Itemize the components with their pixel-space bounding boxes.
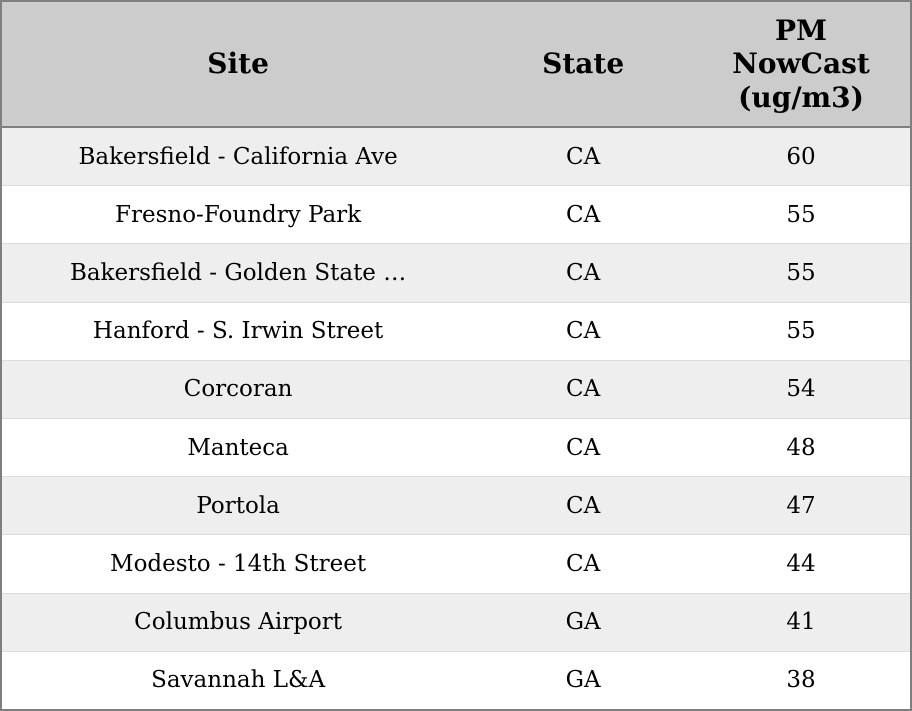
- value-cell: 47: [786, 492, 816, 519]
- value-cell: 38: [786, 667, 816, 694]
- state-cell: CA: [566, 143, 601, 170]
- state-cell: CA: [566, 201, 601, 228]
- site-cell: Bakersfield - California Ave: [78, 143, 398, 170]
- value-cell: 55: [786, 201, 816, 228]
- table-header: Site State PM NowCast (ug/m3): [2, 2, 910, 128]
- value-cell: 55: [786, 259, 816, 286]
- state-column-header: State: [474, 2, 693, 128]
- value-cell: 60: [786, 143, 816, 170]
- table-row: Columbus Airport GA 41: [2, 593, 910, 652]
- state-cell: CA: [566, 318, 601, 345]
- table-row: Fresno-Foundry Park CA 55: [2, 185, 910, 244]
- table-row: Manteca CA 48: [2, 418, 910, 477]
- value-cell: 44: [786, 550, 816, 577]
- table-row: Bakersfield - Golden State … CA 55: [2, 243, 910, 303]
- state-cell: GA: [565, 609, 601, 636]
- value-cell: 48: [786, 434, 816, 461]
- table-row: Bakersfield - California Ave CA 60: [2, 127, 910, 186]
- state-cell: GA: [565, 667, 601, 694]
- pm-nowcast-column-header: PM NowCast (ug/m3): [692, 2, 910, 128]
- header-row: Site State PM NowCast (ug/m3): [2, 2, 910, 128]
- state-cell: CA: [566, 376, 601, 403]
- site-cell: Portola: [196, 492, 280, 519]
- table-body: Bakersfield - California Ave CA 60 Fresn…: [2, 127, 910, 709]
- state-cell: CA: [566, 259, 601, 286]
- value-cell: 41: [786, 609, 816, 636]
- site-cell: Manteca: [187, 434, 289, 461]
- site-cell: Corcoran: [183, 376, 293, 403]
- site-cell: Bakersfield - Golden State …: [69, 259, 407, 286]
- table-row: Hanford - S. Irwin Street CA 55: [2, 302, 910, 361]
- table-row: Modesto - 14th Street CA 44: [2, 534, 910, 594]
- table-row: Savannah L&A GA 38: [2, 651, 910, 709]
- state-cell: CA: [566, 434, 601, 461]
- state-cell: CA: [566, 550, 601, 577]
- site-cell: Fresno-Foundry Park: [115, 201, 362, 228]
- site-cell: Hanford - S. Irwin Street: [92, 318, 384, 345]
- site-cell: Savannah L&A: [151, 667, 326, 694]
- site-cell: Columbus Airport: [134, 609, 342, 636]
- value-cell: 54: [786, 376, 816, 403]
- table-row: Portola CA 47: [2, 476, 910, 535]
- site-column-header: Site: [2, 2, 475, 128]
- value-cell: 55: [786, 318, 816, 345]
- table-row: Corcoran CA 54: [2, 360, 910, 419]
- state-cell: CA: [566, 492, 601, 519]
- site-cell: Modesto - 14th Street: [110, 550, 367, 577]
